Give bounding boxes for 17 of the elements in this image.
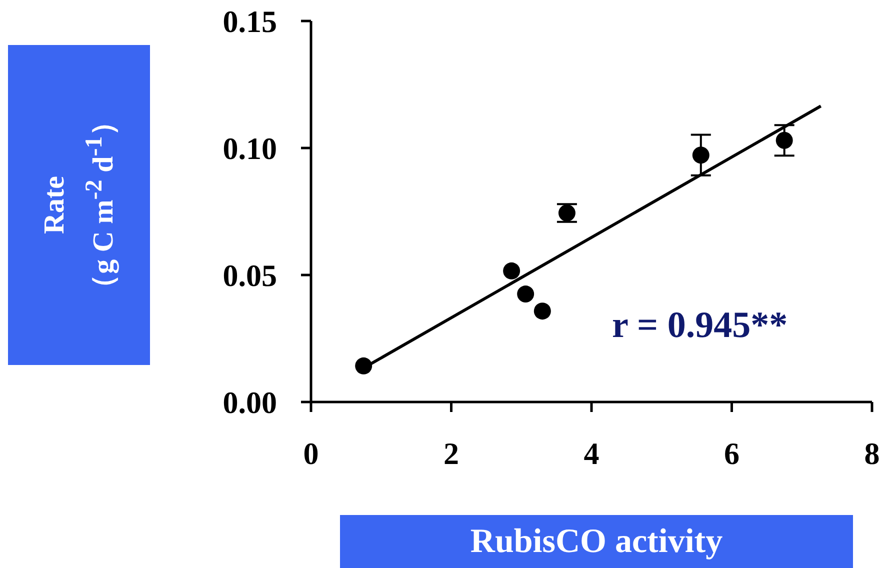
point: [517, 286, 534, 303]
y-tick-label: 0.10: [222, 131, 277, 166]
point: [355, 357, 372, 374]
y-tick-label: 0.05: [222, 258, 277, 294]
x-tick-label: 0: [303, 436, 319, 472]
point: [503, 262, 520, 280]
point: [776, 132, 793, 149]
y-tick-label: 0.00: [222, 385, 277, 420]
annotation: r = 0.945**: [612, 304, 788, 347]
point: [534, 302, 551, 320]
x-axis-title: RubisCO activity: [340, 515, 853, 568]
x-tick-label: 6: [724, 436, 740, 472]
point: [692, 146, 710, 164]
y-tick-label: 0.15: [222, 4, 277, 40]
x-tick-label: 4: [584, 436, 600, 472]
x-tick-label: 2: [444, 436, 459, 472]
x-tick-label: 8: [864, 436, 880, 472]
